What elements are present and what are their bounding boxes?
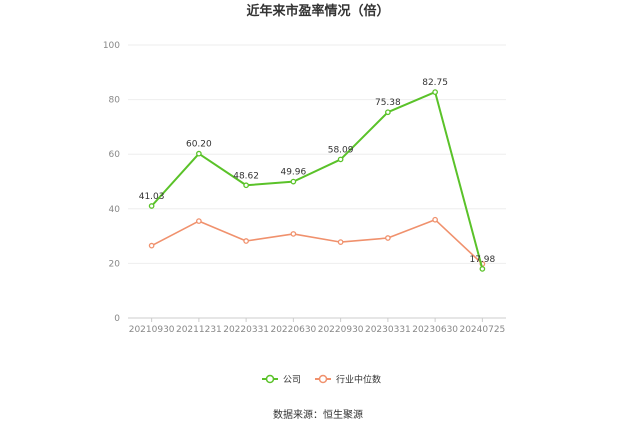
data-point [290,231,297,237]
legend-label: 公司 [283,375,301,386]
y-tick-label: 20 [109,259,121,269]
data-point [290,178,297,185]
data-label: 58.09 [328,145,354,155]
data-point [243,182,249,189]
y-tick-label: 80 [109,96,121,106]
chart-title: 近年来市盈率情况（倍） [246,3,389,19]
x-tick-label: 20220630 [270,325,316,335]
data-label: 75.38 [375,98,401,108]
x-tick-label: 20210930 [129,325,175,335]
data-point [243,238,249,244]
x-tick-label: 20230331 [365,325,411,335]
legend-label: 行业中位数 [336,374,381,386]
x-tick-label: 20230630 [412,325,458,335]
data-source: 数据来源：恒生聚源 [273,408,363,421]
data-labels: 41.03 60.20 48.62 49.96 58.09 75.38 82.75 17.98 [139,78,496,265]
legend: 公司 行业中位数 [262,374,381,386]
y-tick-label: 60 [109,150,121,160]
data-label: 49.96 [280,168,306,178]
x-tick-label: 20220930 [318,325,364,335]
data-point [479,266,486,272]
data-label: 17.98 [469,255,495,265]
y-tick-label: 40 [109,205,121,215]
data-label: 41.03 [139,192,165,202]
data-label: 48.62 [233,171,259,181]
y-tick-label: 0 [114,314,120,324]
data-point [196,218,202,224]
y-tick-label: 100 [103,41,120,51]
x-axis-ticks: 20210930 20211231 20220331 20220630 20220930… [129,318,505,335]
legend-marker [318,374,328,384]
data-point [148,242,155,249]
series-line-industry-median [151,218,483,265]
series-line-company [150,91,484,270]
data-point [432,216,438,223]
data-point [432,89,438,95]
x-tick-label: 20240725 [459,325,505,335]
series-layer [148,89,486,272]
data-point [148,203,155,209]
data-label: 82.75 [422,78,448,88]
data-point [196,150,202,157]
data-label: 60.20 [186,140,212,150]
y-axis-ticks: 0 20 40 60 80 100 [103,41,120,324]
x-tick-label: 20220331 [223,325,269,335]
data-point [385,235,391,241]
data-point [385,109,391,116]
x-tick-label: 20211231 [176,325,222,335]
data-point [337,239,344,245]
grid-lines [128,44,506,264]
legend-marker [265,374,275,384]
data-point [337,156,344,163]
